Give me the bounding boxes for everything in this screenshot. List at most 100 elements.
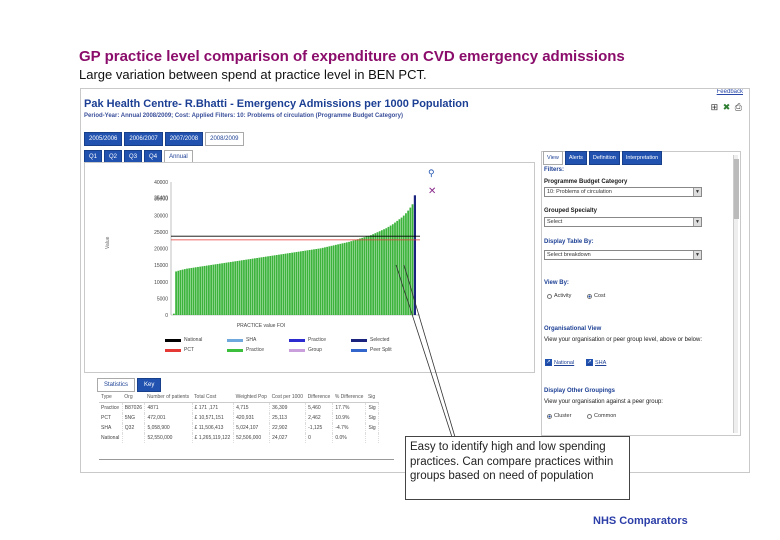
table-row[interactable]: National 52,550,000 £ 1,265,119,122 52,506,…: [99, 433, 379, 443]
y-tick-label: 35000: [154, 197, 168, 203]
tab-view[interactable]: View: [543, 151, 563, 165]
radio-cost[interactable]: Cost: [587, 293, 605, 299]
practice-bar: [376, 232, 379, 315]
practice-bar: [394, 222, 396, 315]
practice-bar: [249, 258, 252, 315]
practice-bar: [269, 255, 272, 315]
tab-key[interactable]: Key: [137, 378, 162, 392]
zoom-in-icon[interactable]: ⚲: [428, 168, 435, 178]
year-tabs: 2005/2006 2006/2007 2007/2008 2008/2009: [84, 132, 244, 146]
legend-swatch: [165, 348, 181, 352]
radio-dot-selected: [547, 413, 552, 419]
table-cell: 472,001: [144, 413, 193, 423]
column-header[interactable]: Difference: [305, 392, 333, 403]
column-header[interactable]: % Difference: [332, 392, 366, 403]
practice-bar: [280, 254, 283, 315]
tab-quarter[interactable]: Q4: [144, 150, 163, 164]
radio-common[interactable]: Common: [587, 413, 616, 419]
tab-interpretation[interactable]: Interpretation: [621, 151, 663, 165]
practice-bar: [199, 266, 202, 315]
link-label: National: [554, 359, 575, 366]
link-sha[interactable]: ↗ SHA: [586, 359, 606, 366]
practice-bar: [370, 235, 372, 315]
practice-bar: [317, 248, 320, 315]
grid-scrollbar[interactable]: [99, 459, 394, 460]
practice-bar: [332, 245, 335, 315]
table-row[interactable]: PCT 5NG 472,001 £ 10,571,151 420,931 25,113 2,…: [99, 413, 379, 423]
callout-box: Easy to identify high and low spending p…: [405, 436, 630, 500]
radio-activity[interactable]: Activity: [547, 293, 571, 299]
specialty-select[interactable]: Select ▼: [544, 217, 702, 227]
other-groupings-heading: Display Other Groupings: [544, 388, 616, 394]
column-header[interactable]: Sig: [365, 392, 379, 403]
column-header[interactable]: Cost per 1000: [269, 392, 306, 403]
practice-bar: [385, 228, 388, 315]
specialty-label: Grouped Specialty: [544, 208, 598, 214]
table-cell: 0: [305, 433, 334, 443]
practice-bar: [258, 257, 261, 315]
display-table-value: Select breakdown: [547, 252, 591, 258]
print-icon[interactable]: ⎙: [734, 102, 743, 112]
legend-label: Practice: [246, 347, 265, 353]
side-panel-scrollbar[interactable]: [733, 155, 739, 433]
practice-bar: [192, 267, 195, 315]
scrollbar-thumb[interactable]: [734, 159, 739, 219]
legend-label: Selected: [370, 337, 390, 343]
tab-year[interactable]: 2005/2006: [84, 132, 123, 146]
radio-label: Common: [594, 413, 617, 419]
tab-alerts[interactable]: Alerts: [564, 151, 587, 165]
practice-bar: [291, 252, 294, 315]
column-header[interactable]: Org: [122, 392, 145, 403]
column-header[interactable]: Weighted Pop: [233, 392, 270, 403]
practice-bar: [240, 260, 243, 315]
x-axis-label: PRACTICE value FOI: [237, 323, 285, 329]
tab-year[interactable]: 2006/2007: [124, 132, 163, 146]
practice-bar: [223, 262, 226, 315]
excel-icon[interactable]: ✖: [722, 102, 732, 112]
legend-label: SHA: [246, 337, 257, 343]
practice-bar: [396, 220, 399, 315]
feedback-link[interactable]: Feedback: [716, 89, 743, 95]
table-cell: 36,309: [269, 402, 307, 413]
y-tick-label: 30000: [154, 213, 168, 219]
tab-definition[interactable]: Definition: [588, 151, 620, 165]
side-tabs: View Alerts Definition Interpretation: [543, 151, 663, 165]
legend-item: Peer Split: [351, 347, 392, 353]
tab-year[interactable]: 2007/2008: [164, 132, 204, 146]
practice-bar: [181, 269, 184, 315]
table-cell: £ 1,265,119,122: [192, 433, 235, 443]
national-icon: ↗: [545, 359, 552, 366]
legend-item: Practice: [227, 347, 264, 353]
budget-label: Programme Budget Category: [544, 179, 628, 185]
legend-label: Peer Split: [370, 347, 392, 353]
practice-bar: [372, 234, 375, 315]
radio-cluster[interactable]: Cluster: [547, 413, 571, 419]
chevron-down-icon: ▼: [693, 218, 701, 226]
radio-dot-selected: [587, 293, 592, 299]
chevron-down-icon: ▼: [693, 251, 701, 259]
link-national[interactable]: ↗ National: [545, 359, 574, 366]
column-header[interactable]: Type: [99, 392, 123, 403]
table-cell: PCT: [99, 413, 123, 423]
practice-bar: [260, 257, 263, 315]
practice-bar: [186, 268, 188, 315]
column-header[interactable]: Number of patients: [144, 392, 193, 403]
table-row[interactable]: SHA Q32 5,058,900 £ 11,506,413 5,024,107 22,9…: [99, 423, 379, 433]
table-row[interactable]: Practice B87026 4871 £ 171 ,171 4,715 36,309 5…: [99, 402, 379, 413]
practice-bar: [398, 219, 401, 315]
zoom-reset-icon[interactable]: ✕: [428, 186, 437, 197]
practice-bar: [350, 241, 353, 315]
chevron-down-icon: ▼: [693, 188, 701, 196]
practice-bar: [188, 268, 191, 315]
legend-swatch: [351, 338, 367, 342]
tab-year-active[interactable]: 2008/2009: [205, 132, 244, 146]
export-icon[interactable]: ⊞: [710, 102, 720, 112]
budget-select[interactable]: 10: Problems of circulation ▼: [544, 187, 702, 197]
display-table-select[interactable]: Select breakdown ▼: [544, 250, 702, 260]
practice-bar: [216, 263, 219, 315]
tab-statistics[interactable]: Statistics: [97, 378, 136, 392]
practice-bar: [363, 237, 366, 315]
column-header[interactable]: Total Cost: [192, 392, 234, 403]
table-cell: 2,462: [305, 413, 334, 423]
practice-bar: [218, 263, 221, 315]
